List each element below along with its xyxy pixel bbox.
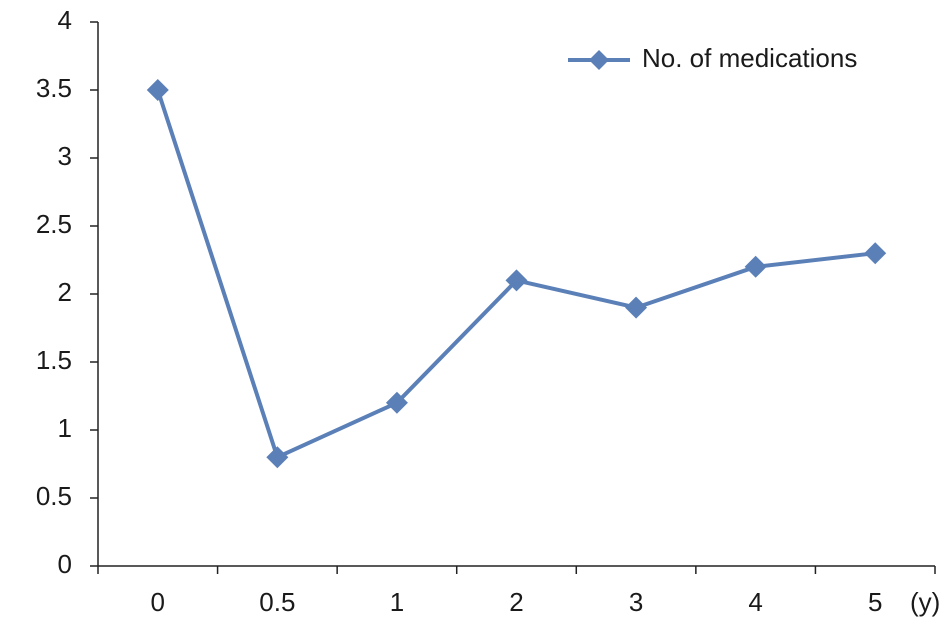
y-tick-label: 1.5 <box>36 345 72 375</box>
data-point <box>385 391 408 414</box>
y-tick-label: 3.5 <box>36 73 72 103</box>
data-point <box>146 79 169 101</box>
y-tick-label: 3 <box>58 141 72 171</box>
y-tick-label: 4 <box>58 5 72 35</box>
x-tick-label: 5 <box>868 587 882 617</box>
x-tick-label: 0.5 <box>259 587 295 617</box>
y-tick-label: 1 <box>58 413 72 443</box>
legend-marker <box>589 50 609 70</box>
x-axis-label: (y) <box>910 587 940 617</box>
data-point <box>505 269 528 292</box>
legend-label: No. of medications <box>642 43 857 73</box>
x-tick-label: 1 <box>390 587 404 617</box>
data-point <box>864 242 887 265</box>
y-tick-label: 2 <box>58 277 72 307</box>
x-tick-label: 0 <box>151 587 165 617</box>
y-tick-label: 0.5 <box>36 481 72 511</box>
y-tick-label: 0 <box>58 549 72 579</box>
y-tick-label: 2.5 <box>36 209 72 239</box>
x-tick-label: 4 <box>748 587 762 617</box>
x-tick-label: 3 <box>629 587 643 617</box>
data-point <box>744 255 767 278</box>
x-tick-label: 2 <box>509 587 523 617</box>
data-point <box>625 296 648 319</box>
data-point <box>266 446 289 469</box>
